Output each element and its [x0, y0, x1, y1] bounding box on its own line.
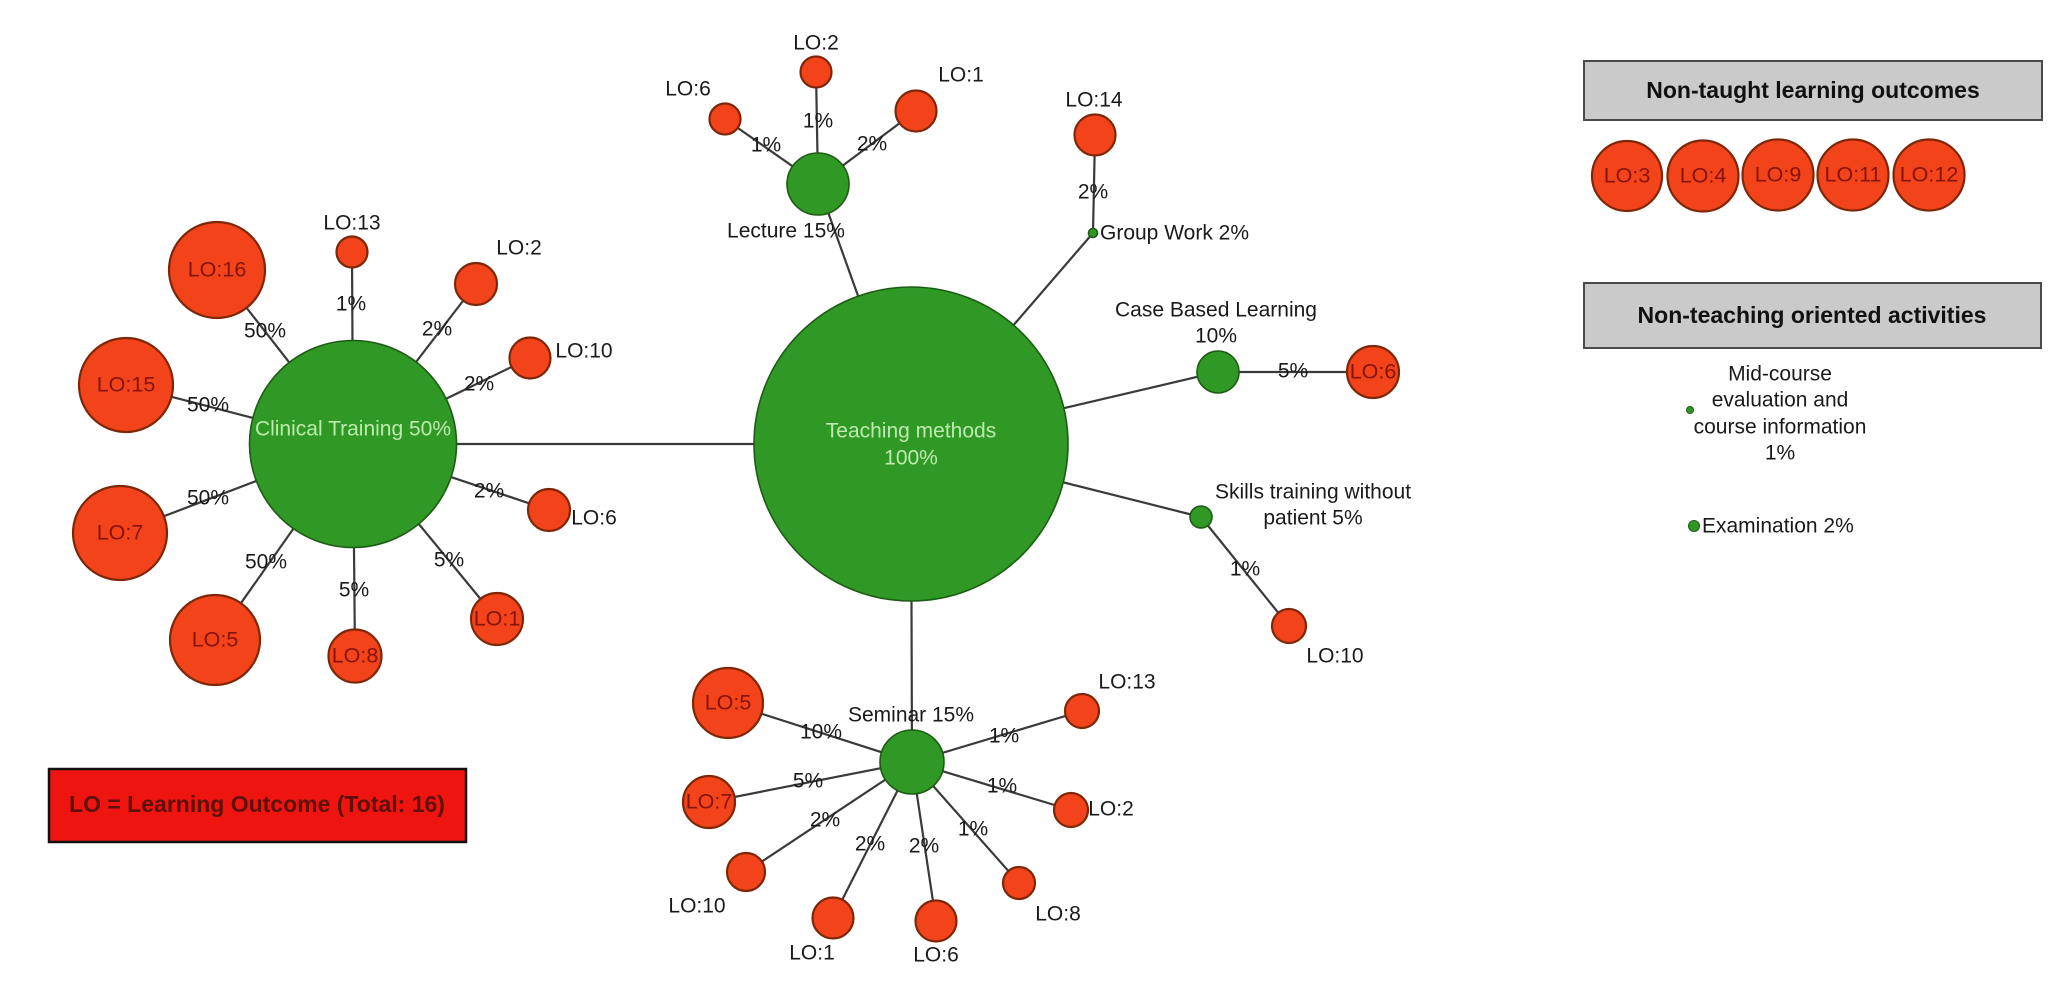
svg-text:5%: 5%	[434, 549, 464, 572]
svg-text:LO:2: LO:2	[1088, 798, 1134, 821]
svg-text:10%: 10%	[800, 721, 842, 744]
svg-text:LO:5: LO:5	[192, 628, 239, 652]
svg-text:LO:9: LO:9	[1755, 163, 1802, 187]
svg-text:evaluation and: evaluation and	[1712, 389, 1849, 412]
svg-text:1%: 1%	[989, 725, 1019, 748]
svg-text:LO:16: LO:16	[188, 258, 247, 282]
svg-text:Lecture 15%: Lecture 15%	[727, 220, 845, 243]
svg-text:LO:5: LO:5	[705, 691, 752, 715]
svg-text:50%: 50%	[187, 487, 229, 510]
svg-text:2%: 2%	[855, 833, 885, 856]
svg-text:LO:1: LO:1	[474, 607, 521, 631]
svg-text:LO:8: LO:8	[1035, 903, 1081, 926]
svg-text:Examination 2%: Examination 2%	[1702, 515, 1854, 538]
svg-text:Group Work 2%: Group Work 2%	[1100, 222, 1249, 245]
svg-text:5%: 5%	[339, 579, 369, 602]
svg-text:LO:7: LO:7	[686, 790, 733, 814]
svg-text:LO:8: LO:8	[332, 644, 379, 668]
svg-text:Clinical Training 50%: Clinical Training 50%	[255, 418, 451, 441]
svg-text:patient 5%: patient 5%	[1263, 507, 1362, 530]
svg-text:LO:13: LO:13	[1098, 671, 1155, 694]
svg-text:Skills training without: Skills training without	[1215, 481, 1411, 504]
svg-text:Mid-course: Mid-course	[1728, 363, 1832, 386]
svg-text:LO:2: LO:2	[496, 237, 542, 260]
svg-text:Seminar 15%: Seminar 15%	[848, 704, 974, 727]
svg-text:LO:6: LO:6	[1350, 360, 1397, 384]
svg-text:LO:15: LO:15	[97, 373, 156, 397]
svg-text:LO:1: LO:1	[938, 64, 984, 87]
svg-text:2%: 2%	[464, 373, 494, 396]
svg-text:LO:14: LO:14	[1065, 89, 1123, 112]
svg-text:LO:7: LO:7	[97, 521, 144, 545]
svg-text:LO:6: LO:6	[913, 944, 959, 967]
svg-text:Non-taught learning outcomes: Non-taught learning outcomes	[1646, 77, 1980, 103]
svg-text:Case Based Learning: Case Based Learning	[1115, 299, 1317, 322]
svg-text:LO:12: LO:12	[1900, 163, 1959, 187]
svg-text:LO:3: LO:3	[1604, 164, 1651, 188]
svg-text:LO:10: LO:10	[555, 340, 612, 363]
svg-text:LO:4: LO:4	[1680, 164, 1727, 188]
svg-text:LO:6: LO:6	[571, 507, 617, 530]
svg-text:1%: 1%	[1230, 558, 1260, 581]
svg-text:LO = Learning Outcome (Total:: LO = Learning Outcome (Total: 16)	[69, 791, 445, 817]
svg-text:50%: 50%	[245, 551, 287, 574]
svg-text:1%: 1%	[1765, 442, 1795, 465]
svg-text:2%: 2%	[474, 480, 504, 503]
svg-text:5%: 5%	[793, 770, 823, 793]
svg-text:50%: 50%	[244, 320, 286, 343]
svg-text:course information: course information	[1694, 416, 1867, 439]
svg-text:5%: 5%	[1278, 360, 1308, 383]
svg-text:Non-teaching oriented activiti: Non-teaching oriented activities	[1638, 302, 1987, 328]
svg-text:2%: 2%	[1078, 181, 1108, 204]
svg-text:Teaching methods: Teaching methods	[826, 420, 996, 443]
svg-text:LO:10: LO:10	[1306, 645, 1363, 668]
svg-text:100%: 100%	[884, 447, 938, 470]
svg-text:LO:11: LO:11	[1825, 163, 1882, 187]
svg-text:50%: 50%	[187, 394, 229, 417]
svg-text:1%: 1%	[803, 110, 833, 133]
svg-text:LO:1: LO:1	[789, 942, 835, 965]
svg-text:2%: 2%	[857, 133, 887, 156]
svg-text:LO:6: LO:6	[665, 78, 711, 101]
svg-text:LO:13: LO:13	[323, 212, 380, 235]
svg-text:1%: 1%	[987, 775, 1017, 798]
svg-text:1%: 1%	[958, 818, 988, 841]
svg-text:10%: 10%	[1195, 325, 1237, 348]
svg-text:2%: 2%	[909, 835, 939, 858]
svg-text:LO:10: LO:10	[668, 895, 725, 918]
svg-text:LO:2: LO:2	[793, 32, 839, 55]
svg-text:1%: 1%	[751, 134, 781, 157]
svg-text:2%: 2%	[422, 318, 452, 341]
svg-text:2%: 2%	[810, 809, 840, 832]
svg-text:1%: 1%	[336, 293, 366, 316]
